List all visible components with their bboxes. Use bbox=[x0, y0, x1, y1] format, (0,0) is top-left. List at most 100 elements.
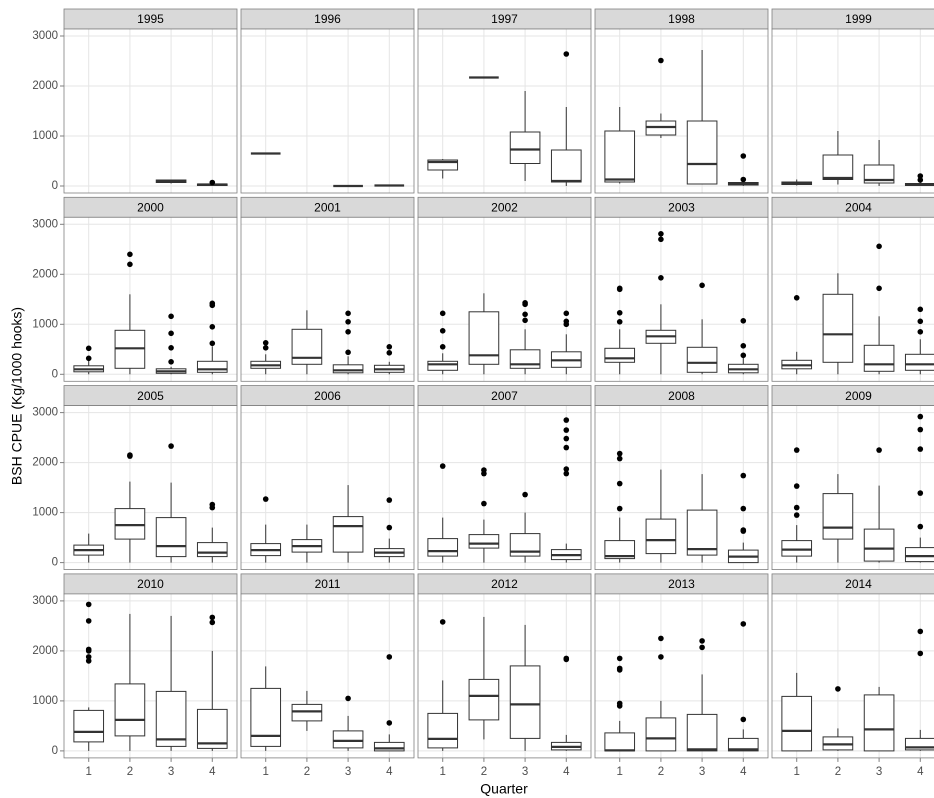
outlier bbox=[917, 628, 924, 635]
strip-title: 2000 bbox=[137, 200, 164, 214]
panel-border bbox=[63, 28, 238, 194]
outlier bbox=[658, 231, 664, 237]
panel-border bbox=[240, 28, 415, 194]
x-tick-label: 3 bbox=[345, 766, 351, 778]
strip-title: 2013 bbox=[668, 577, 695, 591]
box bbox=[604, 540, 636, 560]
box bbox=[604, 732, 636, 752]
outlier bbox=[563, 310, 570, 317]
outlier bbox=[386, 524, 393, 531]
outlier bbox=[563, 470, 570, 477]
box bbox=[686, 713, 718, 752]
outlier bbox=[917, 177, 924, 183]
outlier bbox=[793, 447, 800, 453]
outlier bbox=[835, 686, 841, 692]
strip-title: 1995 bbox=[137, 12, 164, 26]
box bbox=[509, 533, 541, 557]
panel-border bbox=[594, 28, 769, 194]
outlier bbox=[876, 447, 882, 453]
box bbox=[427, 159, 459, 171]
box bbox=[822, 154, 854, 180]
y-axis-label: BSH CPUE (Kg/1000 hooks) bbox=[9, 307, 25, 485]
outlier bbox=[917, 173, 924, 179]
box bbox=[155, 517, 187, 558]
outlier bbox=[699, 644, 705, 651]
outlier bbox=[658, 275, 664, 281]
outlier bbox=[262, 345, 269, 351]
box bbox=[686, 346, 718, 373]
outlier bbox=[917, 490, 924, 496]
outlier bbox=[439, 619, 446, 625]
panel bbox=[241, 29, 414, 193]
outlier bbox=[563, 427, 570, 433]
box bbox=[822, 293, 854, 363]
outlier bbox=[522, 491, 528, 498]
outlier bbox=[168, 345, 174, 351]
box bbox=[645, 717, 677, 752]
x-tick-label: 3 bbox=[699, 766, 705, 778]
strip-title: 2007 bbox=[491, 389, 518, 403]
panel-border bbox=[63, 593, 238, 759]
strip-title: 2009 bbox=[845, 389, 872, 403]
x-tick-label: 1 bbox=[440, 766, 446, 778]
box bbox=[645, 518, 677, 555]
outlier bbox=[481, 467, 487, 473]
outlier bbox=[616, 319, 623, 325]
outlier bbox=[740, 176, 747, 183]
box bbox=[427, 712, 459, 749]
panel-border bbox=[240, 216, 415, 382]
outlier bbox=[345, 349, 351, 356]
x-tick-label: 1 bbox=[263, 766, 269, 778]
outlier bbox=[917, 446, 924, 452]
outlier bbox=[658, 654, 664, 660]
y-tick-label: 1000 bbox=[32, 318, 58, 330]
outlier bbox=[262, 340, 269, 346]
box bbox=[509, 665, 541, 739]
y-tick-label: 3000 bbox=[32, 30, 58, 42]
x-tick-label: 1 bbox=[86, 766, 92, 778]
strip-title: 2003 bbox=[668, 200, 695, 214]
outlier bbox=[345, 695, 351, 702]
y-tick-label: 0 bbox=[52, 180, 58, 192]
panel-border bbox=[771, 28, 934, 194]
outlier bbox=[209, 179, 216, 186]
y-tick-label: 3000 bbox=[32, 595, 58, 607]
panel-border bbox=[63, 405, 238, 571]
outlier bbox=[209, 501, 216, 508]
y-tick-label: 3000 bbox=[32, 218, 58, 230]
box bbox=[727, 737, 759, 752]
strip-title: 2005 bbox=[137, 389, 164, 403]
box bbox=[468, 534, 500, 549]
y-tick-label: 1000 bbox=[32, 695, 58, 707]
outlier bbox=[616, 700, 623, 707]
box bbox=[822, 493, 854, 540]
panel-border bbox=[417, 216, 592, 382]
box bbox=[196, 542, 228, 558]
box bbox=[781, 540, 813, 557]
box bbox=[114, 683, 146, 737]
x-tick-label: 1 bbox=[794, 766, 800, 778]
strip-title: 1999 bbox=[845, 12, 872, 26]
panel-border bbox=[240, 593, 415, 759]
outlier bbox=[876, 285, 882, 292]
panel-border bbox=[417, 405, 592, 571]
outlier bbox=[262, 496, 269, 502]
outlier bbox=[658, 635, 664, 642]
outlier bbox=[439, 328, 446, 334]
box bbox=[904, 353, 934, 371]
box bbox=[332, 364, 364, 374]
outlier bbox=[85, 646, 92, 653]
outlier bbox=[386, 497, 393, 503]
box bbox=[114, 508, 146, 540]
box bbox=[291, 703, 323, 722]
outlier bbox=[616, 455, 623, 462]
x-tick-label: 4 bbox=[386, 766, 393, 778]
box bbox=[468, 311, 500, 365]
outlier bbox=[563, 51, 570, 57]
outlier bbox=[699, 282, 705, 289]
box bbox=[250, 687, 282, 747]
outlier bbox=[740, 621, 747, 627]
outlier bbox=[876, 243, 882, 250]
outlier bbox=[439, 463, 446, 469]
